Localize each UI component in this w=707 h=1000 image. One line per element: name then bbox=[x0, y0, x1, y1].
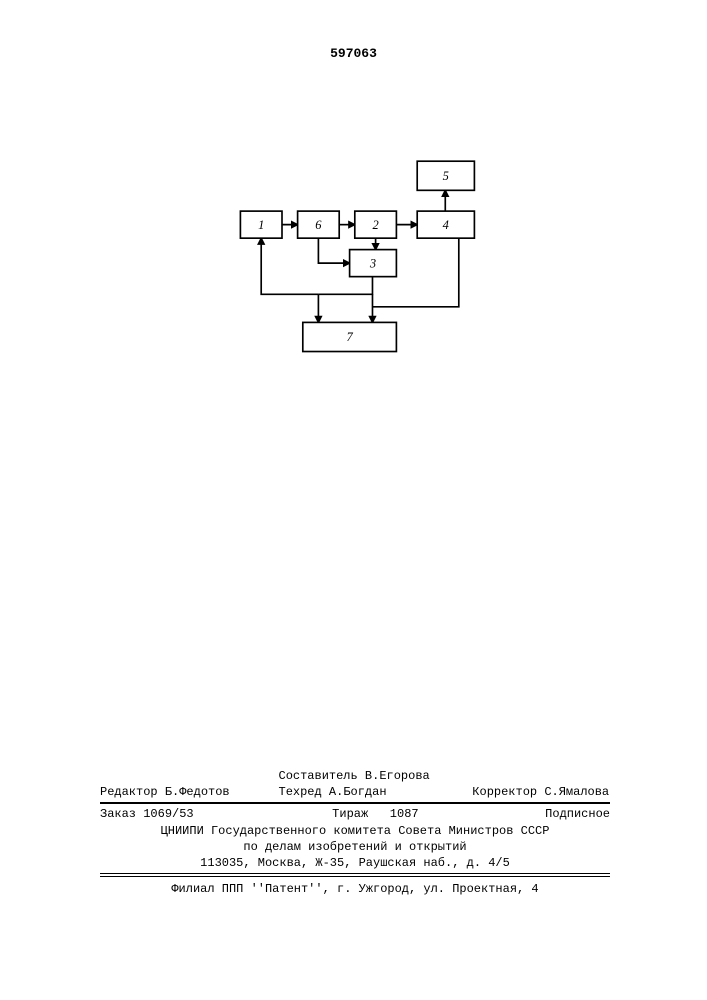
svg-text:6: 6 bbox=[315, 218, 322, 232]
divider-2 bbox=[100, 873, 610, 874]
techred-label: Техред bbox=[279, 785, 322, 799]
svg-text:5: 5 bbox=[443, 169, 449, 183]
svg-text:4: 4 bbox=[443, 218, 449, 232]
org-address: 113035, Москва, Ж-35, Раушская наб., д. … bbox=[100, 855, 610, 871]
corrector-label: Корректор bbox=[472, 785, 537, 799]
svg-text:7: 7 bbox=[346, 330, 353, 344]
order-label: Заказ bbox=[100, 807, 136, 821]
compiler-name: В.Егорова bbox=[365, 769, 430, 783]
org-line-1: ЦНИИПИ Государственного комитета Совета … bbox=[100, 823, 610, 839]
svg-text:1: 1 bbox=[258, 218, 264, 232]
editor-label: Редактор bbox=[100, 785, 158, 799]
branch-line: Филиал ППП ''Патент'', г. Ужгород, ул. П… bbox=[100, 881, 610, 897]
order-number: 1069/53 bbox=[143, 807, 193, 821]
techred-name: А.Богдан bbox=[329, 785, 387, 799]
compiler-label: Составитель bbox=[279, 769, 358, 783]
footer-block: Составитель В.Егорова Редактор Б.Федотов… bbox=[100, 768, 610, 897]
tiraj-number: 1087 bbox=[390, 807, 419, 821]
svg-text:2: 2 bbox=[372, 218, 378, 232]
svg-text:3: 3 bbox=[369, 256, 376, 270]
doc-number: 597063 bbox=[330, 46, 377, 61]
divider-3 bbox=[100, 876, 610, 877]
corrector-name: С.Ямалова bbox=[544, 785, 609, 799]
org-line-2: по делам изобретений и открытий bbox=[100, 839, 610, 855]
tiraj-label: Тираж bbox=[332, 807, 368, 821]
podpis-label: Подписное bbox=[545, 807, 610, 821]
block-diagram: 1 6 2 4 5 3 7 bbox=[230, 150, 490, 370]
divider-1 bbox=[100, 802, 610, 804]
page: 597063 1 6 2 4 5 3 7 Составитель В.Егорова Ред… bbox=[0, 0, 707, 1000]
editor-name: Б.Федотов bbox=[165, 785, 230, 799]
